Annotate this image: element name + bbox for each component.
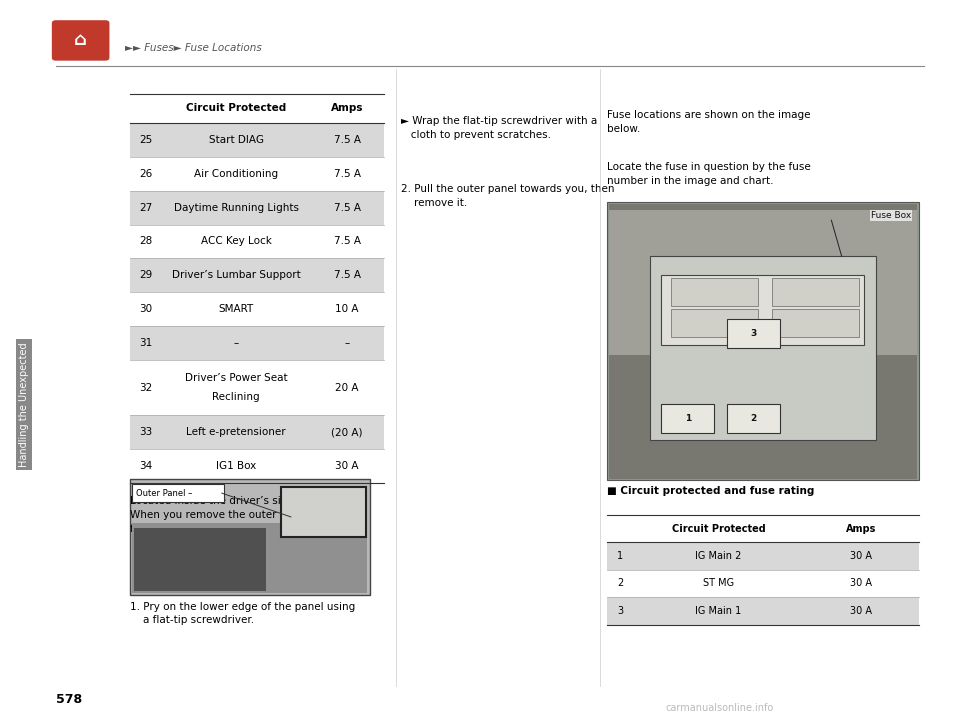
Text: 10 A: 10 A [335,305,359,314]
Text: 1. Pry on the lower edge of the panel using
    a flat-tip screwdriver.: 1. Pry on the lower edge of the panel us… [130,602,355,625]
Text: ► Wrap the flat-tip screwdriver with a
   cloth to prevent scratches.: ► Wrap the flat-tip screwdriver with a c… [401,116,597,139]
Text: 28: 28 [139,237,153,246]
Text: Driver’s Lumbar Support: Driver’s Lumbar Support [172,271,300,280]
Text: –: – [233,339,239,348]
Text: 30 A: 30 A [851,606,872,616]
Text: Daytime Running Lights: Daytime Running Lights [174,203,299,212]
Text: 26: 26 [139,169,153,178]
Text: 34: 34 [139,461,153,471]
Bar [134,528,266,591]
Text: Fuse Box: Fuse Box [871,211,911,219]
Text: (20 A): (20 A) [331,427,363,437]
Text: ACC Key Lock: ACC Key Lock [201,237,272,246]
Text: 7.5 A: 7.5 A [333,203,361,212]
Text: 27: 27 [139,203,153,212]
Bar [772,310,859,337]
Text: 31: 31 [139,339,153,348]
Bar [607,202,919,480]
Bar [671,278,758,305]
Text: 33: 33 [139,427,153,437]
Text: Circuit Protected: Circuit Protected [186,103,286,113]
Text: Left e-pretensioner: Left e-pretensioner [186,427,286,437]
Bar [609,211,917,355]
Text: 3: 3 [617,606,623,616]
Text: Amps: Amps [331,103,363,113]
Text: ⌂: ⌂ [74,32,87,49]
FancyBboxPatch shape [132,484,224,503]
Bar [650,256,876,440]
Text: 2: 2 [750,414,756,423]
Text: –: – [345,339,349,348]
Text: ■ Circuit protected and fuse rating: ■ Circuit protected and fuse rating [607,486,814,496]
Text: 30: 30 [139,305,153,314]
Text: Amps: Amps [846,523,876,534]
Text: Driver’s Power Seat: Driver’s Power Seat [185,373,287,383]
Text: 30 A: 30 A [335,461,359,471]
Text: Located inside the driver’s side outer panel.
When you remove the outer panel, u: Located inside the driver’s side outer p… [130,496,360,534]
Bar [281,487,366,537]
Text: 32: 32 [139,383,153,393]
Bar [130,326,384,360]
Text: SMART: SMART [219,305,253,314]
Text: Start DIAG: Start DIAG [208,135,264,144]
Bar [607,542,919,570]
Text: 29: 29 [139,271,153,280]
Text: Handling the Unexpected: Handling the Unexpected [19,342,29,466]
Text: Locate the fuse in question by the fuse
number in the image and chart.: Locate the fuse in question by the fuse … [607,162,810,186]
Text: ►► Fuses► Fuse Locations: ►► Fuses► Fuse Locations [125,43,261,53]
Bar [661,404,714,433]
Bar [130,191,384,225]
Text: 20 A: 20 A [335,383,359,393]
Text: Reclining: Reclining [212,392,260,402]
Bar [772,278,859,305]
Bar [727,319,780,348]
Text: 578: 578 [56,693,82,706]
Text: IG1 Box: IG1 Box [216,461,256,471]
Text: Air Conditioning: Air Conditioning [194,169,278,178]
Text: 7.5 A: 7.5 A [333,169,361,178]
Text: 1: 1 [617,551,623,561]
Bar [130,123,384,157]
Bar [130,479,370,595]
Text: 1: 1 [684,414,691,423]
Text: 7.5 A: 7.5 A [333,271,361,280]
Text: 2: 2 [617,578,623,588]
Text: 2. Pull the outer panel towards you, then
    remove it.: 2. Pull the outer panel towards you, the… [401,184,614,208]
FancyBboxPatch shape [52,20,109,61]
Text: 30 A: 30 A [851,551,872,561]
Text: Fuse locations are shown on the image
below.: Fuse locations are shown on the image be… [607,110,810,134]
Bar [132,523,367,593]
Text: IG Main 1: IG Main 1 [695,606,742,616]
Text: 3: 3 [750,329,756,339]
Text: ST MG: ST MG [703,578,734,588]
Text: Outer Panel –: Outer Panel – [136,489,193,497]
Text: Circuit Protected: Circuit Protected [672,523,765,534]
Bar [661,275,864,344]
Bar [671,310,758,337]
Bar [130,415,384,449]
Text: IG Main 2: IG Main 2 [695,551,742,561]
Bar [609,204,917,479]
Bar [727,404,780,433]
Bar [607,597,919,625]
Text: 7.5 A: 7.5 A [333,237,361,246]
Bar [130,258,384,292]
Text: 25: 25 [139,135,153,144]
Text: 7.5 A: 7.5 A [333,135,361,144]
Text: carmanualsonline.info: carmanualsonline.info [666,703,774,713]
Text: 30 A: 30 A [851,578,872,588]
